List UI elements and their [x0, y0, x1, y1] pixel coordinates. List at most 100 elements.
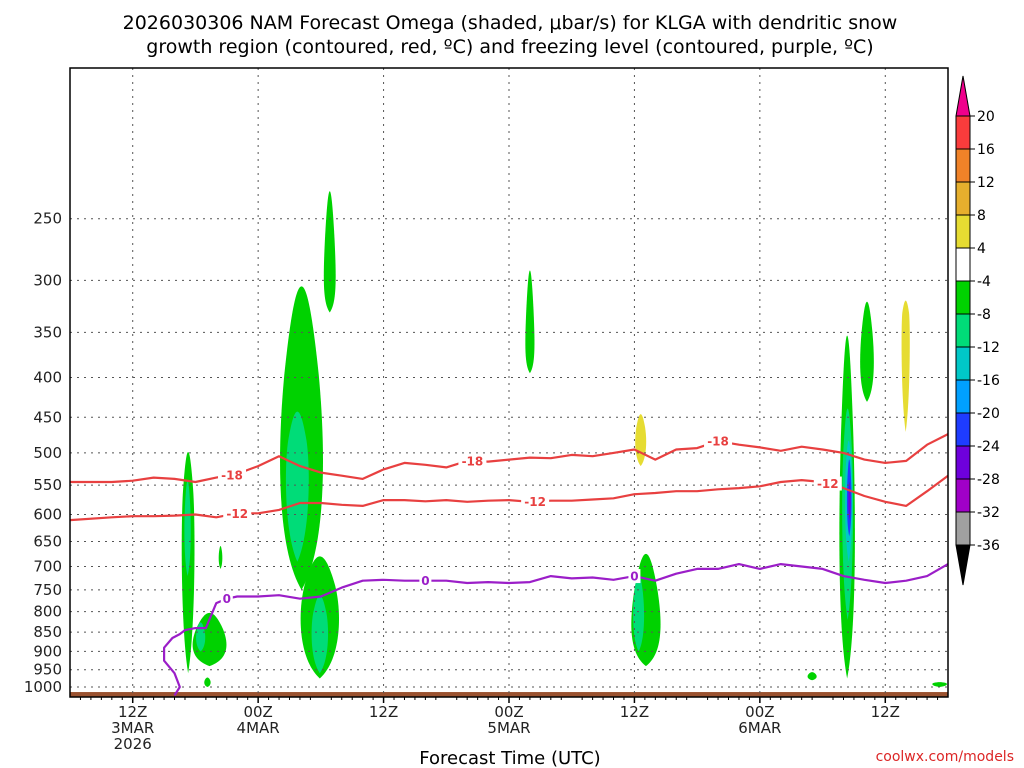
y-axis: 2503003504004505005506006507007508008509…	[24, 210, 62, 696]
chart-title-line1: 2026030306 NAM Forecast Omega (shaded, μ…	[123, 12, 898, 34]
colorbar-segment-10	[955, 181, 971, 216]
contour-label-1-0: -12	[226, 507, 248, 521]
contour-label-1-1: -12	[524, 495, 546, 509]
x-tick-label-18-1: 00Z	[243, 703, 272, 721]
y-tick-label-400: 400	[33, 369, 62, 387]
x-tick-label-66-1: 00Z	[745, 703, 774, 721]
colorbar-label-9: -20	[977, 406, 1000, 422]
x-tick-label-18-2: 4MAR	[237, 719, 280, 737]
chart-title-line2: growth region (contoured, red, ºC) and f…	[146, 36, 873, 58]
y-tick-label-700: 700	[33, 558, 62, 576]
y-tick-label-1000: 1000	[24, 678, 62, 696]
omega-region-7	[285, 411, 309, 562]
colorbar-over-triangle	[955, 75, 971, 117]
y-tick-label-750: 750	[33, 581, 62, 599]
y-tick-label-250: 250	[33, 210, 62, 228]
contour-label-bg-1-2	[813, 476, 842, 491]
omega-region-22	[901, 300, 910, 432]
plot-background	[70, 68, 948, 697]
contour-label-0-0: -18	[221, 468, 243, 482]
colorbar-label-2: 12	[977, 175, 995, 191]
contour-label-1-2: -12	[817, 477, 839, 491]
x-tick-label-6-1: 12Z	[118, 703, 147, 721]
omega-region-3	[196, 622, 206, 652]
colorbar-segment-4	[955, 379, 971, 414]
omega-region-14	[633, 573, 645, 652]
x-tick-label-42-2: 5MAR	[487, 719, 530, 737]
contour-label-bg-0-1	[458, 454, 487, 469]
y-tick-label-600: 600	[33, 505, 62, 523]
colorbar-label-6: -8	[977, 307, 991, 323]
y-tick-label-500: 500	[33, 444, 62, 462]
contour-label-bg-1-0	[223, 506, 252, 521]
colorbar-segment-8	[955, 247, 971, 282]
x-tick-label-66-2: 6MAR	[738, 719, 781, 737]
contour-label-bg-1-1	[521, 494, 550, 509]
colorbar-label-3: 8	[977, 208, 986, 224]
omega-region-20	[860, 301, 874, 402]
colorbar-label-0: 20	[977, 109, 995, 125]
contour-line-2	[163, 562, 949, 696]
x-axis-label: Forecast Time (UTC)	[419, 748, 600, 768]
y-tick-label-950: 950	[33, 661, 62, 679]
colorbar-label-4: 4	[977, 241, 986, 257]
y-tick-label-350: 350	[33, 323, 62, 341]
y-tick-label-300: 300	[33, 271, 62, 289]
omega-region-1	[184, 480, 191, 577]
omega-region-11	[525, 270, 535, 374]
contour-label-bg-2-2	[628, 569, 641, 584]
contours: -18 -18 -18 -12 -12 -12 0 0 0	[69, 433, 949, 696]
y-tick-label-450: 450	[33, 408, 62, 426]
colorbar-label-10: -24	[977, 439, 1000, 455]
terrain-strip	[70, 692, 948, 697]
y-tick-label-800: 800	[33, 603, 62, 621]
colorbar-segment-1	[955, 478, 971, 513]
contour-label-2-1: 0	[421, 574, 429, 588]
colorbar-segment-5	[955, 346, 971, 381]
omega-region-4	[218, 545, 223, 569]
omega-region-21	[807, 672, 817, 681]
omega-region-8	[323, 191, 336, 313]
contour-label-bg-0-2	[704, 434, 733, 449]
y-tick-label-900: 900	[33, 642, 62, 660]
colorbar-segment-12	[955, 115, 971, 150]
colorbar-label-13: -36	[977, 538, 1000, 554]
colorbar-label-12: -32	[977, 505, 1000, 521]
source-credit: coolwx.com/models	[876, 749, 1014, 765]
colorbar-under-triangle	[955, 544, 971, 586]
colorbar-label-7: -12	[977, 340, 1000, 356]
x-tick-label-6-3: 2026	[114, 735, 152, 753]
colorbar-label-8: -16	[977, 373, 1000, 389]
x-tick-label-42-1: 00Z	[494, 703, 523, 721]
y-tick-label-650: 650	[33, 533, 62, 551]
colorbar-segment-2	[955, 445, 971, 480]
contour-label-bg-2-0	[220, 591, 233, 606]
y-tick-label-550: 550	[33, 476, 62, 494]
colorbar-segment-0	[955, 511, 971, 546]
contour-label-bg-0-0	[218, 467, 247, 482]
terrain	[70, 692, 948, 697]
y-tick-label-850: 850	[33, 623, 62, 641]
omega-shading	[181, 191, 947, 688]
x-tick-label-6-2: 3MAR	[111, 719, 154, 737]
colorbar-label-1: 16	[977, 142, 995, 158]
colorbar-label-11: -28	[977, 472, 1000, 488]
plot-area: -18 -18 -18 -12 -12 -12 0 0 0	[69, 67, 949, 698]
colorbar-segment-7	[955, 280, 971, 315]
omega-region-23	[932, 682, 947, 688]
colorbar-label-5: -4	[977, 274, 991, 290]
contour-label-0-1: -18	[462, 455, 484, 469]
omega-region-10	[311, 595, 329, 674]
x-tick-label-30-1: 12Z	[369, 703, 398, 721]
x-tick-label-78-1: 12Z	[871, 703, 900, 721]
colorbar-segment-11	[955, 148, 971, 183]
x-tick-label-54-1: 12Z	[620, 703, 649, 721]
contour-label-2-2: 0	[630, 570, 638, 584]
colorbar: 20 16 12 8 4 -4 -8 -12 -16 -20 -24 -28 -32 -36	[955, 75, 1000, 586]
colorbar-segment-6	[955, 313, 971, 348]
contour-label-0-2: -18	[707, 435, 729, 449]
contour-label-bg-2-1	[419, 573, 432, 588]
colorbar-segment-3	[955, 412, 971, 447]
